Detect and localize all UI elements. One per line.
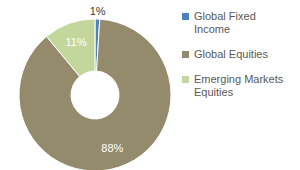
svg-text:88%: 88% (101, 142, 123, 154)
html-text:Global Equities: Global Equities (194, 48, 268, 60)
svg-text:1%: 1% (90, 5, 106, 17)
svg-text:11%: 11% (65, 36, 86, 48)
html-text:Global Fixed Income: Global Fixed Income (194, 10, 256, 35)
html-text:Emerging Markets Equities: Emerging Markets Equities (194, 73, 284, 98)
